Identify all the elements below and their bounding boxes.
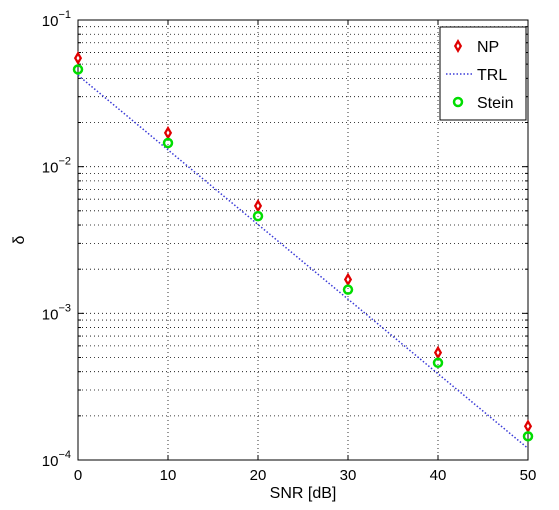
- y-tick-label: 10−4: [42, 449, 71, 470]
- x-axis-label: SNR [dB]: [270, 485, 337, 502]
- y-tick-base: 10: [42, 453, 59, 470]
- y-tick-label: 10−1: [42, 9, 71, 30]
- x-tick-label: 50: [520, 467, 537, 484]
- y-tick-exponent: −2: [58, 156, 71, 168]
- legend-label: NP: [477, 39, 499, 56]
- trl-line: [78, 75, 528, 448]
- y-tick-base: 10: [42, 306, 59, 323]
- stein-point: [344, 286, 352, 294]
- legend-label: Stein: [477, 95, 513, 112]
- y-tick-exponent: −1: [58, 9, 71, 21]
- y-tick-label: 10−3: [42, 302, 71, 323]
- x-tick-label: 20: [250, 467, 267, 484]
- stein-point: [434, 359, 442, 367]
- y-tick-base: 10: [42, 13, 59, 30]
- legend-label: TRL: [477, 67, 507, 84]
- y-tick-exponent: −4: [58, 449, 71, 461]
- y-axis-label: δ: [11, 235, 28, 244]
- stein-point: [164, 139, 172, 147]
- legend: NP TRL Stein: [440, 27, 526, 120]
- y-tick-exponent: −3: [58, 302, 71, 314]
- x-tick-label: 0: [74, 467, 82, 484]
- x-tick-label: 30: [340, 467, 357, 484]
- y-tick-base: 10: [42, 160, 59, 177]
- series-stein: [74, 65, 532, 440]
- x-tick-label: 40: [430, 467, 447, 484]
- y-tick-label: 10−2: [42, 156, 71, 177]
- x-tick-label: 10: [160, 467, 177, 484]
- series-trl: [78, 75, 528, 448]
